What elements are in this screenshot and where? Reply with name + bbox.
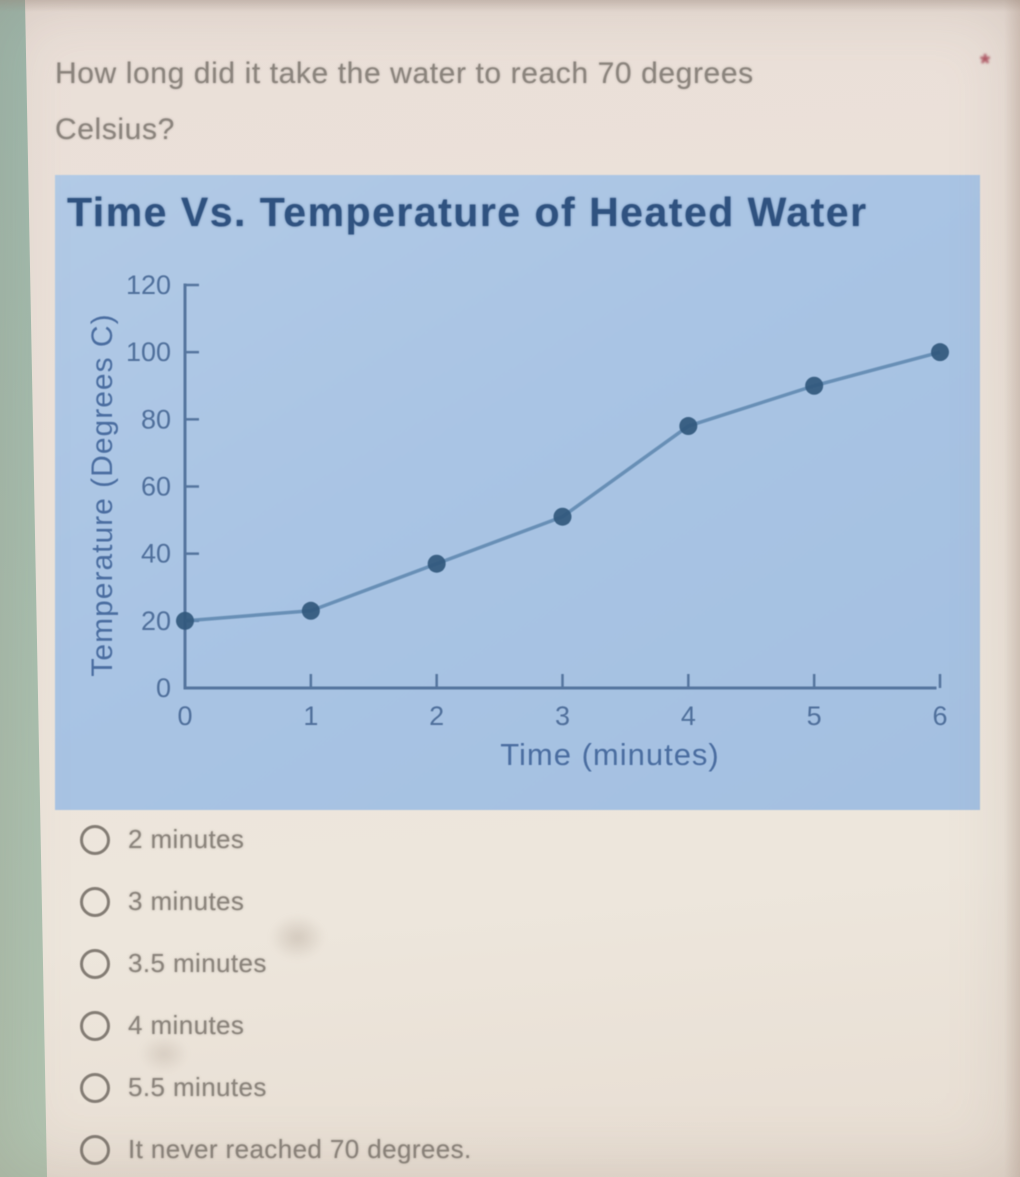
- svg-text:2: 2: [429, 701, 444, 731]
- option-3-minutes[interactable]: 3 minutes: [80, 886, 472, 917]
- required-asterisk: *: [980, 48, 991, 78]
- svg-text:120: 120: [126, 270, 171, 300]
- option-4-minutes[interactable]: 4 minutes: [80, 1010, 472, 1041]
- option-label: 2 minutes: [128, 824, 245, 854]
- photo-smudge: [140, 1035, 188, 1073]
- radio-button[interactable]: [80, 1134, 110, 1165]
- photo-edge-right: [1004, 0, 1020, 1177]
- option-label: It never reached 70 degrees.: [128, 1134, 472, 1164]
- question-text: How long did it take the water to reach …: [55, 46, 955, 158]
- svg-text:3: 3: [555, 701, 570, 731]
- option-2-minutes[interactable]: 2 minutes: [80, 824, 472, 855]
- radio-button[interactable]: [80, 948, 110, 979]
- svg-text:0: 0: [177, 701, 192, 731]
- svg-text:6: 6: [932, 701, 947, 731]
- svg-text:60: 60: [141, 472, 171, 502]
- question-line-1: How long did it take the water to reach …: [55, 57, 754, 90]
- chart-image: Time Vs. Temperature of Heated Water 0 20…: [55, 175, 980, 810]
- radio-button[interactable]: [80, 1010, 110, 1041]
- chart-title: Time Vs. Temperature of Heated Water: [67, 189, 868, 235]
- option-label: 3.5 minutes: [128, 948, 267, 978]
- temperature-line-chart: 0 20 40 60 80 100 120 0 1 2 3 4 5 6 Temperature (Degre…: [86, 270, 949, 772]
- option-label: 3 minutes: [128, 886, 245, 916]
- option-label: 5.5 minutes: [128, 1072, 267, 1102]
- question-line-2: Celsius?: [55, 113, 175, 146]
- answer-options: 2 minutes 3 minutes 3.5 minutes 4 minute…: [80, 824, 472, 1165]
- svg-text:0: 0: [156, 673, 171, 703]
- svg-text:Temperature (Degrees C): Temperature (Degrees C): [86, 313, 119, 676]
- option-5-5-minutes[interactable]: 5.5 minutes: [80, 1072, 472, 1103]
- svg-text:100: 100: [126, 337, 171, 367]
- svg-text:4: 4: [681, 701, 696, 731]
- svg-text:20: 20: [141, 606, 171, 636]
- option-never-reached[interactable]: It never reached 70 degrees.: [80, 1134, 472, 1165]
- option-label: 4 minutes: [128, 1010, 245, 1040]
- option-3-5-minutes[interactable]: 3.5 minutes: [80, 948, 472, 979]
- radio-button[interactable]: [80, 1072, 110, 1103]
- photo-edge-top: [0, 0, 1020, 12]
- radio-button[interactable]: [80, 824, 110, 855]
- svg-text:1: 1: [303, 701, 318, 731]
- photo-smudge: [270, 915, 325, 960]
- radio-button[interactable]: [80, 886, 110, 917]
- svg-text:Time (minutes): Time (minutes): [500, 737, 720, 772]
- svg-text:5: 5: [807, 701, 822, 731]
- svg-text:80: 80: [141, 404, 171, 434]
- svg-text:40: 40: [141, 539, 171, 569]
